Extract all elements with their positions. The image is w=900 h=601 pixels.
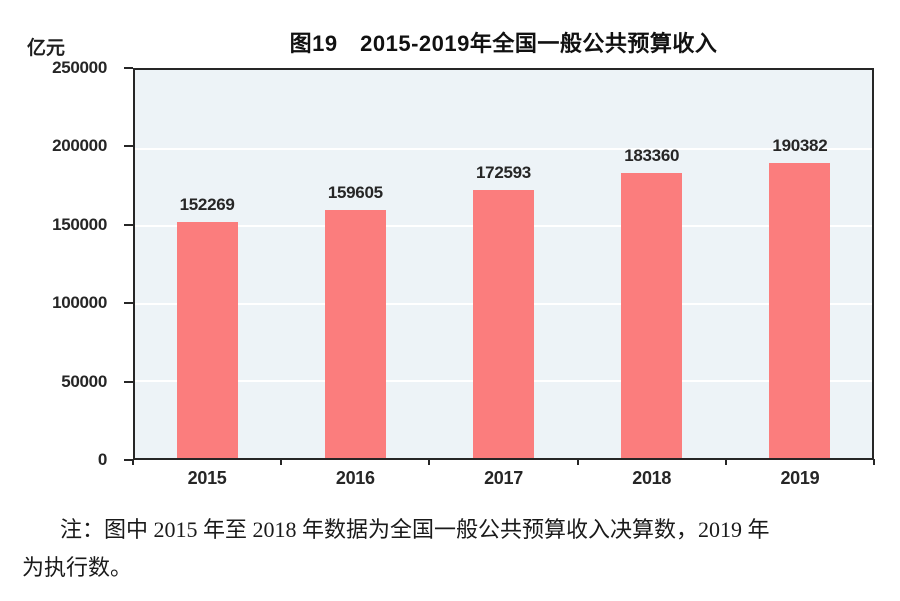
footnote: 注：图中 2015 年至 2018 年数据为全国一般公共预算收入决算数，2019… xyxy=(22,511,878,587)
chart-title: 图19 2015-2019年全国一般公共预算收入 xyxy=(289,31,718,56)
x-category-label-2017: 2017 xyxy=(484,468,523,488)
y-tick-label-250000: 250000 xyxy=(52,58,107,77)
x-category-label-2016: 2016 xyxy=(335,468,375,488)
y-axis-unit-label: 亿元 xyxy=(27,38,66,59)
y-tick-mark-250000 xyxy=(124,67,133,69)
x-category-label-2018: 2018 xyxy=(632,468,672,488)
bar-2016 xyxy=(324,210,386,458)
bar-2018 xyxy=(621,173,683,458)
bar-value-2015: 152269 xyxy=(179,194,235,214)
y-tick-label-200000: 200000 xyxy=(52,136,107,156)
bar-2019 xyxy=(769,162,831,458)
y-tick-mark-50000 xyxy=(124,380,133,383)
x-tick-mark-2 xyxy=(428,459,431,465)
y-tick-label-0: 0 xyxy=(97,450,107,469)
bar-value-2016: 159605 xyxy=(327,183,383,203)
bar-value-2019: 190382 xyxy=(772,135,828,155)
bar-2015 xyxy=(176,221,238,458)
x-tick-mark-5 xyxy=(873,459,875,465)
x-category-label-2015: 2015 xyxy=(187,468,227,488)
y-tick-mark-0 xyxy=(124,459,133,461)
x-category-label-2019: 2019 xyxy=(780,468,820,488)
x-tick-mark-4 xyxy=(724,459,727,465)
plot-area: 152269 159605 172593 183360 190382 xyxy=(133,68,874,460)
y-tick-mark-100000 xyxy=(124,302,133,305)
footnote-line-1: 注：图中 2015 年至 2018 年数据为全国一般公共预算收入决算数，2019… xyxy=(60,517,770,542)
y-tick-label-100000: 100000 xyxy=(52,293,107,313)
x-tick-mark-3 xyxy=(576,459,579,465)
gridline-200000 xyxy=(135,147,872,150)
footnote-line-2: 为执行数。 xyxy=(22,555,133,580)
bar-value-2018: 183360 xyxy=(624,146,680,166)
x-tick-mark-0 xyxy=(132,459,134,465)
x-tick-mark-1 xyxy=(280,459,283,465)
y-tick-mark-150000 xyxy=(124,223,133,226)
y-tick-mark-200000 xyxy=(124,145,133,148)
y-tick-label-150000: 150000 xyxy=(52,214,107,234)
bar-value-2017: 172593 xyxy=(476,163,531,183)
y-tick-label-50000: 50000 xyxy=(61,371,107,391)
bar-2017 xyxy=(473,190,534,458)
